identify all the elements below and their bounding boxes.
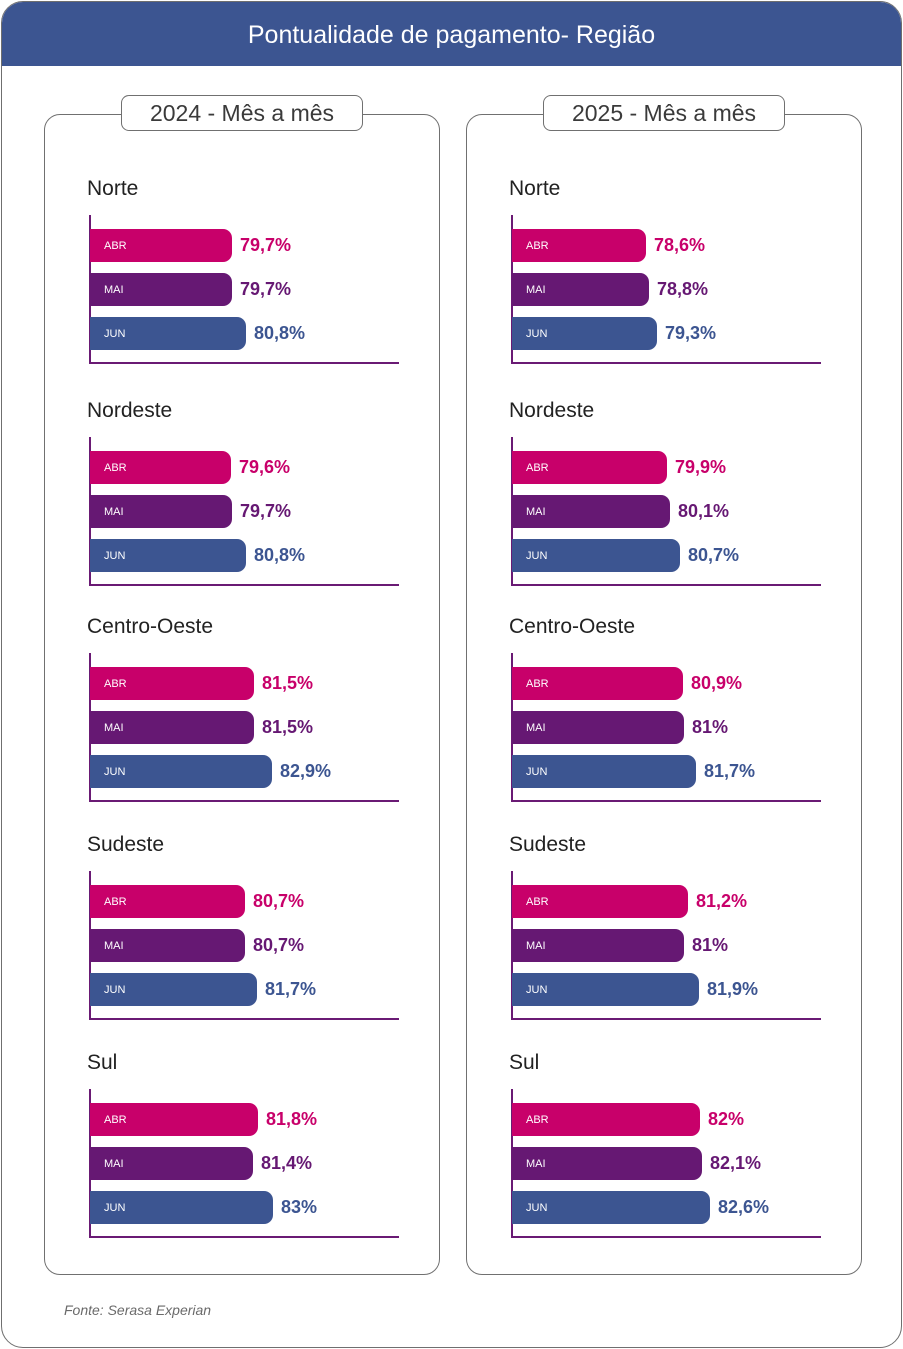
x-axis-line — [511, 1018, 821, 1020]
panel-title: 2025 - Mês a mês — [543, 95, 785, 131]
data-label-abr: 78,6% — [654, 235, 706, 255]
bar-mai: MAI — [90, 711, 254, 744]
bar-mai: MAI — [512, 1147, 702, 1180]
bar-mai: MAI — [90, 1147, 253, 1180]
x-axis-line — [89, 1236, 399, 1238]
data-label-abr: 81,2% — [696, 891, 748, 911]
data-label-jun: 80,8% — [254, 323, 306, 343]
region-name: Nordeste — [509, 399, 595, 422]
bar-jun: JUN — [512, 755, 696, 788]
x-axis-line — [511, 362, 821, 364]
x-axis-line — [511, 800, 821, 802]
y-axis-line — [89, 1089, 91, 1237]
y-axis-line — [511, 437, 513, 585]
data-label-jun: 82,9% — [280, 761, 332, 781]
bar-jun: JUN — [512, 317, 657, 350]
bar-jun: JUN — [90, 317, 246, 350]
data-label-mai: 82,1% — [710, 1153, 762, 1173]
data-label-jun: 82,6% — [718, 1197, 770, 1217]
bar-abr: ABR — [90, 1103, 258, 1136]
data-label-mai: 81,5% — [262, 717, 314, 737]
data-label-mai: 80,1% — [678, 501, 730, 521]
data-label-abr: 80,7% — [253, 891, 305, 911]
bar-abr: ABR — [512, 885, 688, 918]
bar-abr: ABR — [90, 885, 245, 918]
y-axis-line — [89, 653, 91, 801]
bar-jun: JUN — [512, 973, 699, 1006]
bar-mai: MAI — [512, 495, 670, 528]
data-label-mai: 81% — [692, 717, 729, 737]
data-label-abr: 79,7% — [240, 235, 292, 255]
data-label-abr: 81,8% — [266, 1109, 318, 1129]
x-axis-line — [511, 584, 821, 586]
data-label-mai: 79,7% — [240, 501, 292, 521]
bar-abr: ABR — [90, 451, 231, 484]
data-label-jun: 81,7% — [704, 761, 756, 781]
y-axis-line — [89, 437, 91, 585]
bar-mai: MAI — [90, 273, 232, 306]
region-name: Sul — [87, 1051, 118, 1074]
bar-abr: ABR — [90, 667, 254, 700]
panel-title: 2024 - Mês a mês — [121, 95, 363, 131]
region-name: Norte — [87, 177, 139, 200]
bar-jun: JUN — [512, 539, 680, 572]
data-label-abr: 82% — [708, 1109, 745, 1129]
data-label-jun: 80,8% — [254, 545, 306, 565]
data-label-jun: 83% — [281, 1197, 318, 1217]
x-axis-line — [511, 1236, 821, 1238]
y-axis-line — [511, 871, 513, 1019]
bar-jun: JUN — [90, 755, 272, 788]
panel-2025: 2025 - Mês a mês Norte ABR 78,6% MAI 78,8% JU… — [466, 95, 862, 1275]
data-label-mai: 79,7% — [240, 279, 292, 299]
data-label-abr: 79,9% — [675, 457, 727, 477]
x-axis-line — [89, 362, 399, 364]
bar-mai: MAI — [90, 495, 232, 528]
bar-mai: MAI — [512, 929, 684, 962]
data-label-mai: 78,8% — [657, 279, 709, 299]
data-label-mai: 80,7% — [253, 935, 305, 955]
bar-abr: ABR — [512, 229, 646, 262]
page-title: Pontualidade de pagamento- Região — [2, 2, 901, 66]
data-label-jun: 79,3% — [665, 323, 717, 343]
data-label-abr: 80,9% — [691, 673, 743, 693]
bar-abr: ABR — [512, 667, 683, 700]
region-name: Sudeste — [87, 833, 165, 856]
x-axis-line — [89, 584, 399, 586]
bar-abr: ABR — [90, 229, 232, 262]
bar-jun: JUN — [90, 1191, 273, 1224]
y-axis-line — [511, 1089, 513, 1237]
panel-2024: 2024 - Mês a mês Norte ABR 79,7% MAI 79,7% JU… — [44, 95, 440, 1275]
data-label-mai: 81% — [692, 935, 729, 955]
bar-abr: ABR — [512, 451, 667, 484]
region-name: Norte — [509, 177, 561, 200]
y-axis-line — [511, 215, 513, 363]
bar-mai: MAI — [90, 929, 245, 962]
data-label-jun: 81,9% — [707, 979, 759, 999]
region-name: Nordeste — [87, 399, 173, 422]
data-label-mai: 81,4% — [261, 1153, 313, 1173]
bar-jun: JUN — [90, 539, 246, 572]
bar-jun: JUN — [512, 1191, 710, 1224]
region-name: Sul — [509, 1051, 540, 1074]
y-axis-line — [89, 871, 91, 1019]
source-note: Fonte: Serasa Experian — [64, 1302, 212, 1318]
bar-jun: JUN — [90, 973, 257, 1006]
bar-mai: MAI — [512, 711, 684, 744]
data-label-abr: 81,5% — [262, 673, 314, 693]
data-label-jun: 80,7% — [688, 545, 740, 565]
y-axis-line — [511, 653, 513, 801]
data-label-abr: 79,6% — [239, 457, 291, 477]
bar-mai: MAI — [512, 273, 649, 306]
region-name: Sudeste — [509, 833, 587, 856]
y-axis-line — [89, 215, 91, 363]
region-name: Centro-Oeste — [87, 615, 214, 638]
x-axis-line — [89, 1018, 399, 1020]
region-name: Centro-Oeste — [509, 615, 636, 638]
bar-abr: ABR — [512, 1103, 700, 1136]
data-label-jun: 81,7% — [265, 979, 317, 999]
x-axis-line — [89, 800, 399, 802]
